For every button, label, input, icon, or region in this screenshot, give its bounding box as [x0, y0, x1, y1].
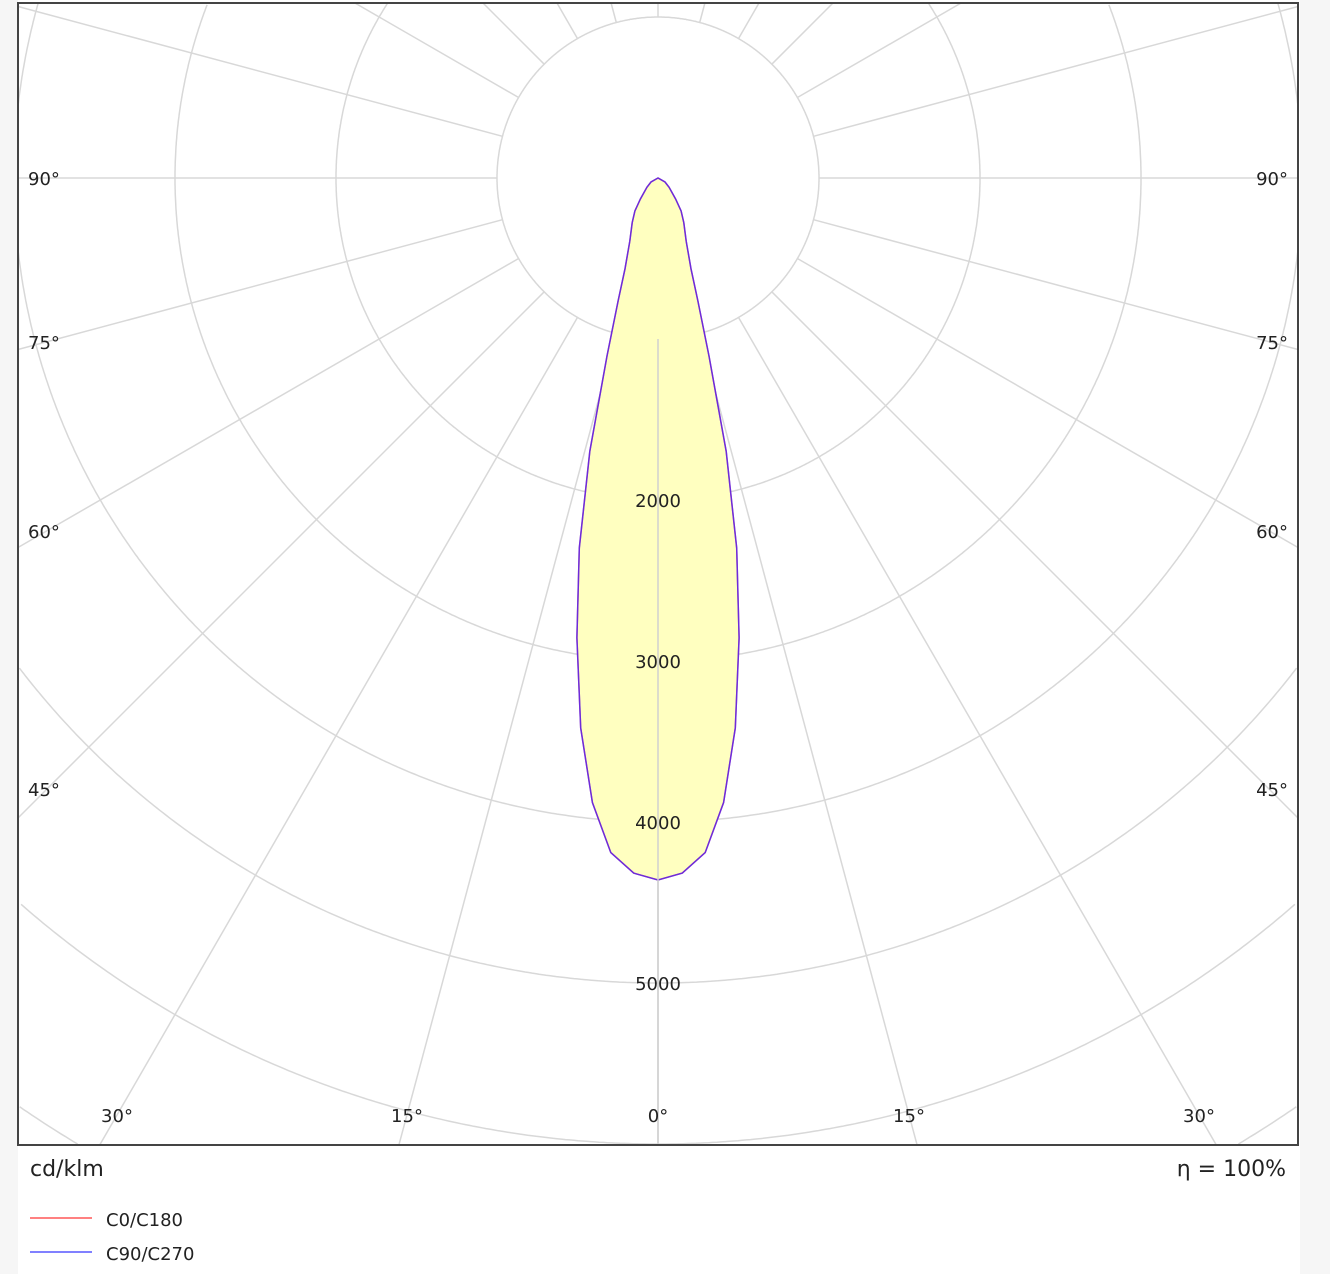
grid-spoke: [398, 333, 618, 1146]
grid-ring: [19, 1106, 1297, 1145]
grid-spoke: [17, 291, 545, 819]
grid-spoke: [813, 218, 1299, 351]
angle-label: 75°: [28, 333, 60, 354]
labels: 2000 3000 4000 5000 90° 75° 60° 45° 90° 75° 60° 45°…: [28, 169, 1288, 1127]
grid-spoke: [698, 2, 706, 23]
legend-label: C90/C270: [106, 1244, 194, 1265]
angle-label: 30°: [1183, 1106, 1215, 1127]
grid-spoke: [556, 2, 579, 39]
grid-spoke: [17, 218, 503, 351]
radial-tick-label: 5000: [635, 974, 681, 995]
grid-spoke: [698, 333, 918, 1146]
efficiency-label: η = 100%: [1177, 1157, 1286, 1182]
grid-spoke: [771, 291, 1299, 819]
grid-spoke: [17, 5, 503, 138]
unit-label: cd/klm: [30, 1157, 104, 1182]
angle-label: 15°: [391, 1106, 423, 1127]
curves: [576, 177, 740, 1145]
radial-tick-label: 3000: [635, 652, 681, 673]
grid-ring: [174, 4, 1142, 662]
grid-spoke: [610, 2, 618, 23]
grid-spoke: [99, 317, 579, 1146]
radial-tick-label: 2000: [635, 491, 681, 512]
grid-spoke: [797, 2, 962, 99]
grid-spoke: [737, 317, 1217, 1146]
grid-spoke: [797, 257, 1299, 549]
grid-spoke: [771, 2, 834, 65]
grid-spoke: [17, 257, 519, 549]
grid-ring: [20, 903, 1296, 1145]
grid-spoke: [737, 2, 760, 39]
angle-label: 0°: [648, 1106, 668, 1127]
grid-ring: [335, 3, 981, 501]
angle-label: 75°: [1256, 333, 1288, 354]
grid-spoke: [354, 2, 519, 99]
grid-ring: [18, 667, 1298, 984]
legend-label: C0/C180: [106, 1210, 183, 1231]
radial-tick-label: 4000: [635, 813, 681, 834]
polar-grid: [17, 2, 1299, 1146]
angle-label: 30°: [101, 1106, 133, 1127]
angle-label: 90°: [1256, 169, 1288, 190]
grid-ring: [17, 2, 1299, 823]
angle-label: 15°: [893, 1106, 925, 1127]
legend: C0/C180 C90/C270: [30, 1210, 194, 1265]
angle-label: 90°: [28, 169, 60, 190]
plot-frame: [17, 2, 1299, 1146]
angle-label: 60°: [28, 522, 60, 543]
angle-label: 45°: [28, 780, 60, 801]
angle-label: 45°: [1256, 780, 1288, 801]
angle-label: 60°: [1256, 522, 1288, 543]
grid-spoke: [813, 5, 1299, 138]
grid-spoke: [482, 2, 545, 65]
